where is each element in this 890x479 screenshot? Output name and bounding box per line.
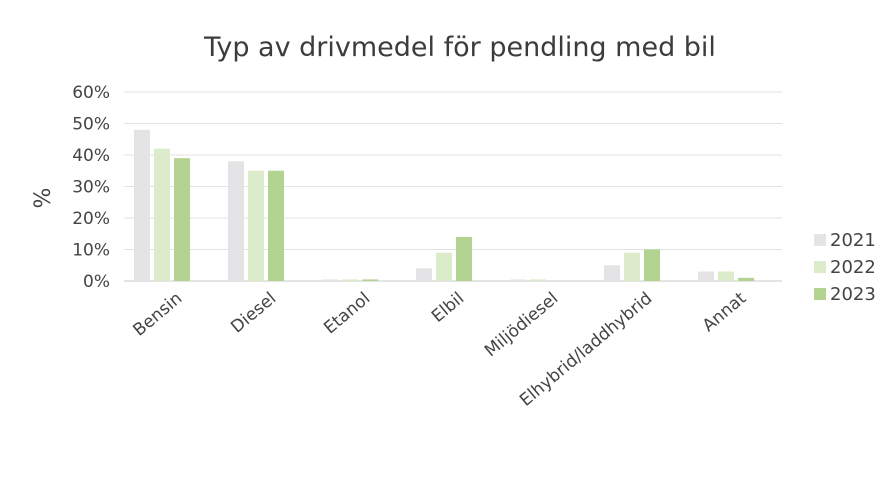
y-axis-label: % <box>31 188 56 209</box>
bar-2022 <box>624 252 640 281</box>
bar-2023 <box>362 279 378 281</box>
bar-2023 <box>644 249 660 281</box>
x-category-label: Diesel <box>227 289 280 338</box>
gridlines <box>124 91 782 282</box>
bar-2022 <box>342 279 358 281</box>
y-tick-label: 60% <box>72 83 110 103</box>
bars <box>134 129 754 281</box>
bar-2023 <box>456 236 472 281</box>
legend-swatch <box>814 288 826 300</box>
bar-2022 <box>530 279 546 281</box>
bar-2023 <box>268 170 284 281</box>
bar-2022 <box>436 252 452 281</box>
bar-2022 <box>248 170 264 281</box>
legend-label: 2021 <box>830 230 876 251</box>
bar-2023 <box>738 277 754 281</box>
legend: 2021 2022 2023 <box>814 230 876 305</box>
legend-label: 2023 <box>830 284 876 305</box>
y-tick-label: 10% <box>72 241 110 261</box>
x-category-label: Elbil <box>428 289 468 327</box>
y-tick-label: 20% <box>72 209 110 229</box>
y-tick-label: 30% <box>72 178 110 198</box>
bar-2021 <box>322 279 338 281</box>
bar-2022 <box>718 271 734 281</box>
y-tick-label: 40% <box>72 146 110 166</box>
bar-2021 <box>510 279 526 281</box>
x-category-label: Annat <box>699 288 751 336</box>
x-axis-categories: Bensin Diesel Etanol Elbil MiljödieselElhybr… <box>129 288 750 410</box>
bar-2021 <box>134 129 150 281</box>
bar-2021 <box>416 268 432 281</box>
x-category-label: Etanol <box>320 289 374 339</box>
legend-label: 2022 <box>830 257 876 278</box>
legend-swatch <box>814 234 826 246</box>
x-category-label: Miljödiesel <box>481 289 562 362</box>
x-category-label: Bensin <box>129 289 186 341</box>
bar-2021 <box>604 265 620 281</box>
bar-2022 <box>154 148 170 281</box>
bar-2021 <box>698 271 714 281</box>
legend-swatch <box>814 261 826 273</box>
bar-2021 <box>228 161 244 281</box>
y-axis-ticks: 0% 10% 20% 30% 40% 50% 60% <box>72 83 110 292</box>
bar-2023 <box>174 158 190 281</box>
chart-title: Typ av drivmedel för pendling med bil <box>203 32 716 63</box>
y-tick-label: 50% <box>72 115 110 135</box>
y-tick-label: 0% <box>83 272 110 292</box>
